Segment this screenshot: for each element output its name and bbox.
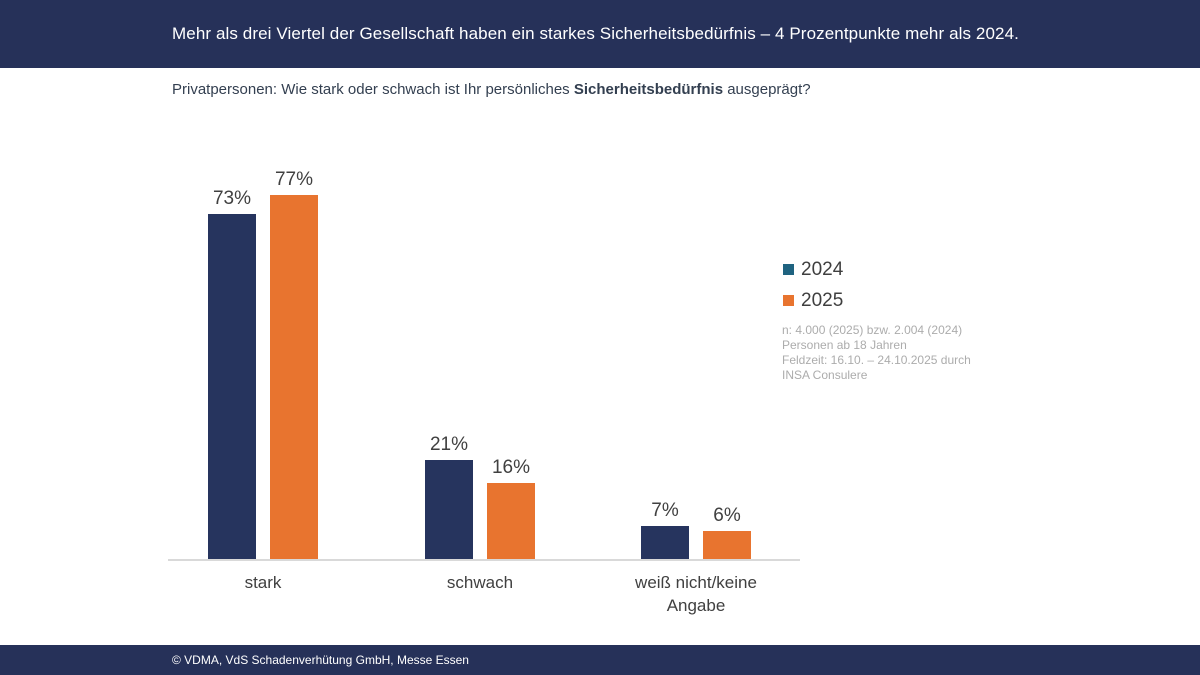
sample-note-line-3: Feldzeit: 16.10. – 24.10.2025 durch bbox=[782, 353, 971, 367]
bar-chart-plot-area: 73% 77% 21% 16% 7% 6% bbox=[168, 88, 800, 561]
copyright-text: © VDMA, VdS Schadenverhütung GmbH, Messe… bbox=[172, 653, 469, 667]
header-bar: Mehr als drei Viertel der Gesellschaft h… bbox=[0, 0, 1200, 68]
legend-label-2025: 2025 bbox=[801, 289, 844, 311]
bar-2025-wei-nicht-keine-angabe bbox=[703, 531, 751, 559]
x-axis-label-wei-nicht-keine-angabe: weiß nicht/keine Angabe bbox=[635, 573, 757, 615]
chart-question-suffix: ausgeprägt? bbox=[723, 81, 811, 98]
chart-question: Privatpersonen: Wie stark oder schwach i… bbox=[172, 81, 811, 98]
data-label-2024-schwach: 21% bbox=[429, 434, 469, 455]
x-axis-labels: stark schwach weiß nicht/keine Angabe bbox=[168, 571, 800, 631]
legend-swatch-icon-2024 bbox=[783, 264, 794, 275]
sample-note-line-4: INSA Consulere bbox=[782, 368, 868, 382]
legend-item-2025: 2025 bbox=[783, 285, 843, 316]
data-label-2025-stark: 77% bbox=[274, 169, 314, 190]
legend-item-2024: 2024 bbox=[783, 254, 843, 285]
x-axis-label-schwach: schwach bbox=[446, 573, 514, 592]
sample-note: n: 4.000 (2025) bzw. 2.004 (2024) Persone… bbox=[782, 323, 971, 383]
legend-label-2024: 2024 bbox=[801, 258, 844, 280]
bar-2025-stark bbox=[270, 195, 318, 559]
footer-bar: © VDMA, VdS Schadenverhütung GmbH, Messe… bbox=[0, 645, 1200, 675]
slide-title: Mehr als drei Viertel der Gesellschaft h… bbox=[172, 24, 1019, 43]
chart-question-prefix: Privatpersonen: Wie stark oder schwach i… bbox=[172, 81, 574, 98]
bar-2024-schwach bbox=[425, 460, 473, 559]
legend: 2024 2025 bbox=[783, 254, 843, 316]
data-label-2025-schwach: 16% bbox=[491, 457, 531, 478]
sample-note-line-1: n: 4.000 (2025) bzw. 2.004 (2024) bbox=[782, 323, 963, 337]
data-label-2024-wei-nicht-keine-angabe: 7% bbox=[651, 500, 679, 521]
data-label-2025-wei-nicht-keine-angabe: 6% bbox=[713, 505, 741, 526]
x-axis-label-stark: stark bbox=[244, 573, 282, 592]
data-label-2024-stark: 73% bbox=[212, 188, 252, 209]
chart-question-bold: Sicherheitsbedürfnis bbox=[573, 81, 724, 98]
bar-2024-wei-nicht-keine-angabe bbox=[641, 526, 689, 559]
bar-2024-stark bbox=[208, 214, 256, 559]
sample-note-line-2: Personen ab 18 Jahren bbox=[782, 338, 907, 352]
legend-swatch-icon-2025 bbox=[783, 295, 794, 306]
bar-2025-schwach bbox=[487, 483, 535, 559]
